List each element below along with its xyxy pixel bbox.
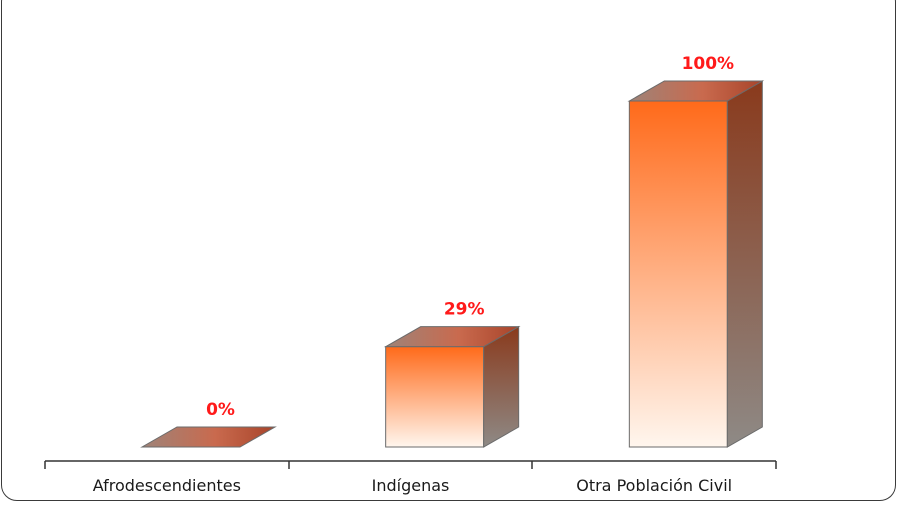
bar-side (483, 325, 520, 448)
bar-top (140, 426, 277, 448)
x-axis-tick-label: Otra Población Civil (576, 476, 732, 495)
bar-value-label: 0% (206, 400, 235, 420)
x-axis-tick-label: Afrodescendientes (93, 476, 241, 495)
bar-front (385, 346, 485, 448)
x-axis-tick-label: Indígenas (372, 476, 450, 495)
bar-front (628, 100, 728, 448)
bar-value-label: 29% (444, 300, 485, 320)
bar-side (726, 80, 763, 448)
bar-top (627, 80, 765, 102)
bar-value-label: 100% (682, 54, 735, 74)
bar-top (383, 326, 521, 348)
